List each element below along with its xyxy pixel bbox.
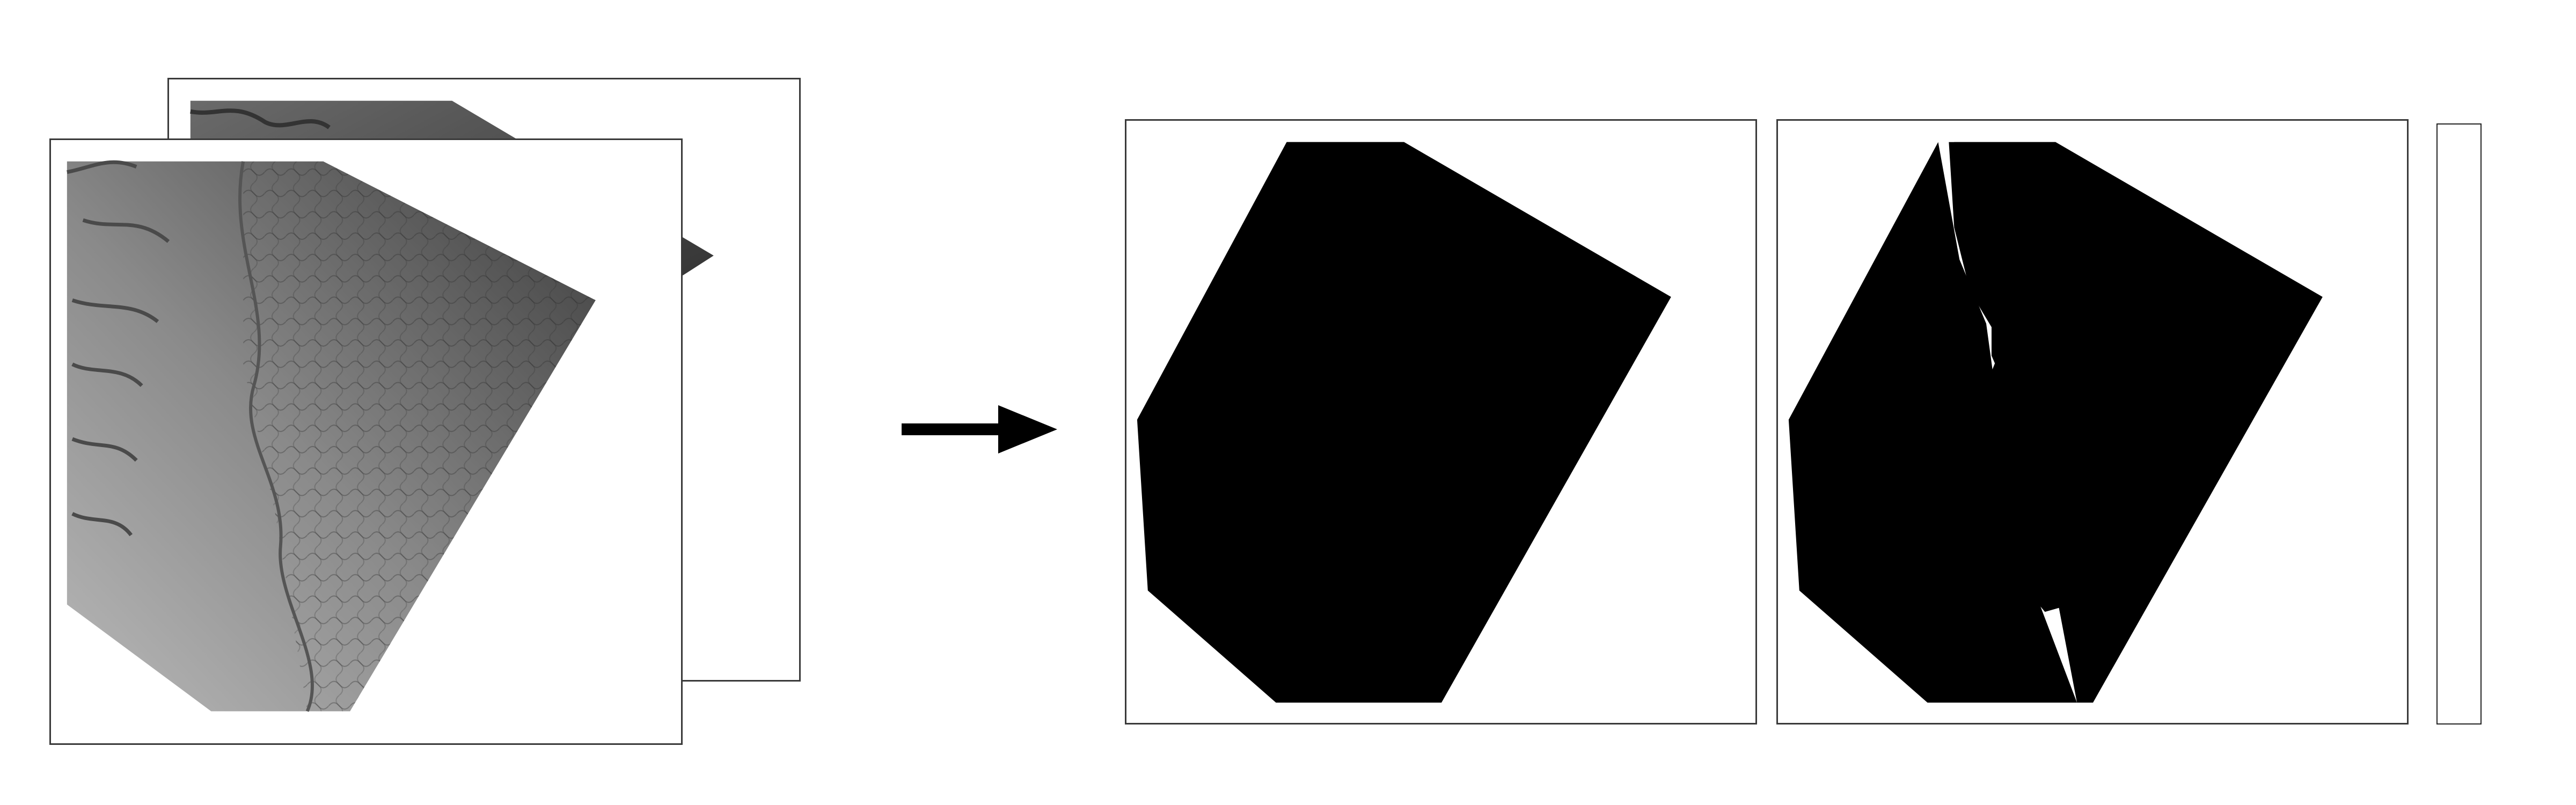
pred-high-ice-region [1286, 142, 1671, 703]
gt-cyan-ice-region [1991, 302, 2051, 393]
colorbar [2436, 123, 2482, 724]
gt-red-ice-region [1954, 142, 2067, 292]
gt-orange-ice-region [1970, 387, 2083, 612]
input-sar-image-front [49, 138, 683, 745]
pred-water-region [1137, 142, 1426, 703]
pred-orange-ice-band [1345, 441, 1383, 602]
cnn-arrow [902, 405, 1057, 453]
pred-light-blue-edge [1302, 152, 1335, 388]
ground-truth-map [1776, 119, 2409, 724]
pred-red-edge-band [1377, 590, 1426, 703]
gt-water-region [1788, 142, 2077, 703]
predicted-sea-ice-map [1125, 119, 1757, 724]
